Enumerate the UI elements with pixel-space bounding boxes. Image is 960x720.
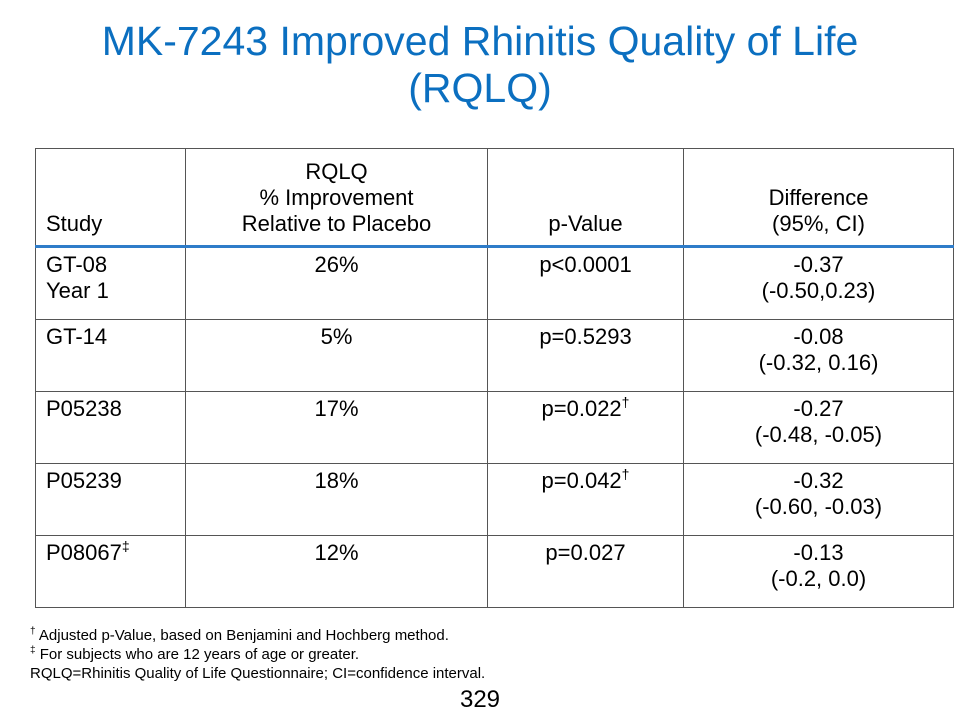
cell-study: GT-08 Year 1 [35, 246, 186, 320]
pvalue-value: p=0.027 [545, 540, 626, 565]
improvement-value: 17% [314, 396, 359, 421]
pvalue-value: p=0.022 [541, 396, 622, 421]
header-difference: Difference (95%, CI) [683, 148, 954, 248]
header-difference-line1: Difference [768, 185, 869, 210]
table-body: GT-08 Year 1 26% p<0.0001 -0.37 (-0.50,0.23) G… [35, 246, 954, 608]
confidence-interval: (-0.2, 0.0) [770, 566, 867, 591]
page-number: 329 [459, 686, 501, 713]
difference-value: -0.08 [793, 324, 844, 349]
double-dagger-mark: ‡ [30, 645, 36, 656]
cell-difference: -0.32 (-0.60, -0.03) [683, 463, 954, 536]
study-name: P05239 [46, 468, 122, 493]
pvalue-value: p=0.5293 [539, 324, 632, 349]
confidence-interval: (-0.50,0.23) [761, 278, 876, 303]
improvement-value: 12% [314, 540, 359, 565]
footnote-abbreviations: RQLQ=Rhinitis Quality of Life Questionna… [30, 665, 486, 682]
cell-improvement: 5% [185, 319, 488, 392]
cell-improvement: 17% [185, 391, 488, 464]
difference-value: -0.27 [793, 396, 844, 421]
study-name: GT-08 [46, 252, 108, 277]
pvalue-footnote-mark: † [621, 394, 630, 410]
table-row: P08067‡ 12% p=0.027 -0.13 (-0.2, 0.0) [35, 535, 954, 608]
pvalue-value: p=0.042 [541, 468, 622, 493]
improvement-value: 18% [314, 468, 359, 493]
header-improvement: RQLQ % Improvement Relative to Placebo [185, 148, 488, 248]
header-improvement-line3: Relative to Placebo [241, 211, 432, 236]
cell-study: P05239 [35, 463, 186, 536]
cell-difference: -0.27 (-0.48, -0.05) [683, 391, 954, 464]
cell-study: P08067‡ [35, 535, 186, 608]
table-row: P05238 17% p=0.022† -0.27 (-0.48, -0.05) [35, 391, 954, 464]
cell-difference: -0.08 (-0.32, 0.16) [683, 319, 954, 392]
dagger-mark: † [30, 626, 36, 637]
cell-difference: -0.13 (-0.2, 0.0) [683, 535, 954, 608]
slide-title-line1: MK-7243 Improved Rhinitis Quality of Lif… [101, 18, 859, 64]
footnotes: † Adjusted p-Value, based on Benjamini a… [30, 626, 485, 683]
table-row: GT-14 5% p=0.5293 -0.08 (-0.32, 0.16) [35, 319, 954, 392]
rqlq-results-table: Study RQLQ % Improvement Relative to Pla… [35, 148, 954, 608]
confidence-interval: (-0.60, -0.03) [754, 494, 883, 519]
difference-value: -0.37 [793, 252, 844, 277]
table-row: P05239 18% p=0.042† -0.32 (-0.60, -0.03) [35, 463, 954, 536]
cell-pvalue: p<0.0001 [487, 246, 684, 320]
header-pvalue: p-Value [487, 148, 684, 248]
cell-improvement: 26% [185, 246, 488, 320]
study-footnote-mark: ‡ [121, 538, 130, 554]
footnote-dagger: † Adjusted p-Value, based on Benjamini a… [30, 626, 485, 645]
difference-value: -0.13 [793, 540, 844, 565]
header-pvalue-label: p-Value [548, 211, 623, 236]
header-study-label: Study [46, 211, 103, 236]
footnote-double-dagger: ‡ For subjects who are 12 years of age o… [30, 645, 485, 664]
table-header-row: Study RQLQ % Improvement Relative to Pla… [35, 148, 954, 248]
cell-pvalue: p=0.5293 [487, 319, 684, 392]
header-improvement-line2: % Improvement [259, 185, 414, 210]
cell-improvement: 18% [185, 463, 488, 536]
slide-title-line2: (RQLQ) [408, 65, 552, 111]
table-row: GT-08 Year 1 26% p<0.0001 -0.37 (-0.50,0.23) [35, 246, 954, 320]
improvement-value: 5% [320, 324, 353, 349]
cell-difference: -0.37 (-0.50,0.23) [683, 246, 954, 320]
cell-pvalue: p=0.022† [487, 391, 684, 464]
footnote-dagger-text: Adjusted p-Value, based on Benjamini and… [35, 627, 449, 644]
pvalue-value: p<0.0001 [539, 252, 632, 277]
pvalue-footnote-mark: † [621, 466, 630, 482]
header-study: Study [35, 148, 186, 248]
study-name-line2: Year 1 [46, 278, 109, 303]
header-improvement-line1: RQLQ [305, 159, 368, 184]
cell-pvalue: p=0.042† [487, 463, 684, 536]
header-difference-line2: (95%, CI) [772, 211, 865, 236]
footnote-double-dagger-text: For subjects who are 12 years of age or … [35, 646, 360, 663]
slide-title: MK-7243 Improved Rhinitis Quality of Lif… [0, 18, 960, 112]
cell-study: GT-14 [35, 319, 186, 392]
improvement-value: 26% [314, 252, 359, 277]
cell-improvement: 12% [185, 535, 488, 608]
cell-study: P05238 [35, 391, 186, 464]
cell-pvalue: p=0.027 [487, 535, 684, 608]
study-name: GT-14 [46, 324, 108, 349]
confidence-interval: (-0.32, 0.16) [758, 350, 879, 375]
difference-value: -0.32 [793, 468, 844, 493]
study-name: P08067 [46, 540, 122, 565]
confidence-interval: (-0.48, -0.05) [754, 422, 883, 447]
study-name: P05238 [46, 396, 122, 421]
